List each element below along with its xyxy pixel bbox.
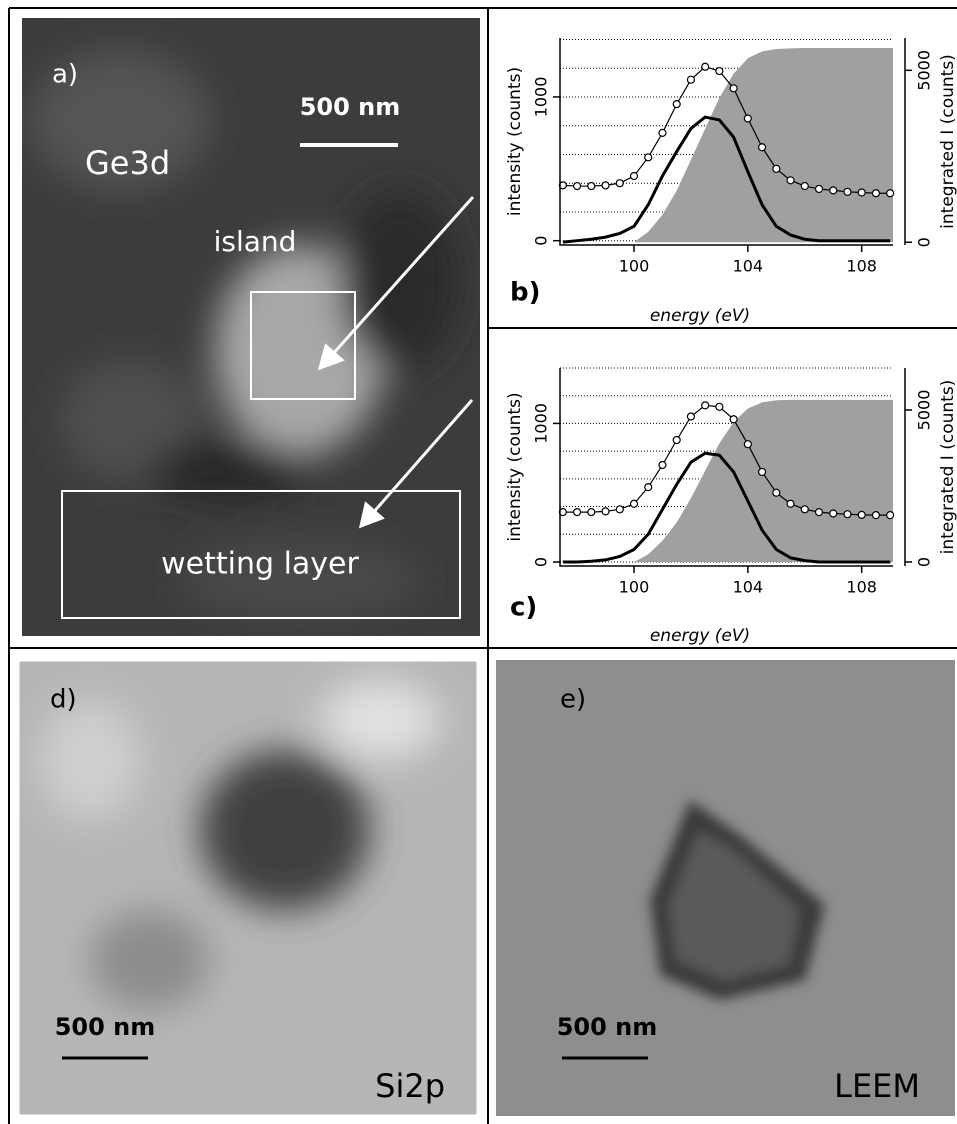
y2-tick-label: 5000	[915, 50, 934, 91]
x-tick-label: 104	[733, 257, 764, 276]
x-tick-label: 100	[619, 257, 650, 276]
marker	[744, 441, 751, 448]
marker	[673, 437, 680, 444]
y-tick-label: 0	[532, 236, 551, 246]
marker	[844, 511, 851, 518]
marker	[759, 468, 766, 475]
marker	[574, 509, 581, 516]
marker	[588, 183, 595, 190]
panel-label: a)	[52, 60, 78, 90]
marker	[830, 187, 837, 194]
marker	[844, 188, 851, 195]
marker	[816, 185, 823, 192]
x-axis-label: energy (eV)	[650, 626, 750, 646]
scale-label: 500 nm	[55, 1013, 156, 1041]
marker	[872, 190, 879, 197]
marker	[574, 183, 581, 190]
marker	[616, 506, 623, 513]
element-label: Si2p	[375, 1067, 445, 1105]
marker	[787, 177, 794, 184]
region-label: island	[214, 225, 297, 258]
marker	[687, 413, 694, 420]
marker	[702, 63, 709, 70]
marker	[616, 180, 623, 187]
marker	[588, 509, 595, 516]
marker	[887, 512, 894, 519]
x-tick-label: 108	[846, 578, 877, 597]
image-e	[496, 660, 955, 1116]
marker	[759, 144, 766, 151]
x-tick-label: 100	[619, 578, 650, 597]
x-tick-label: 104	[733, 578, 764, 597]
marker	[602, 182, 609, 189]
marker	[787, 500, 794, 507]
marker	[773, 489, 780, 496]
panel-label: b)	[510, 278, 541, 308]
marker	[858, 511, 865, 518]
scale-label: 500 nm	[300, 93, 401, 121]
x-tick-label: 108	[846, 257, 877, 276]
marker	[716, 68, 723, 75]
figure: a) 500 nm Ge3d island wetting layer d) 5…	[0, 0, 957, 1124]
marker	[816, 509, 823, 516]
image-d	[18, 660, 478, 1116]
panel-label: d)	[50, 685, 77, 715]
x-axis-label: energy (eV)	[650, 306, 750, 326]
y-tick-label: 0	[532, 557, 551, 567]
element-label: Ge3d	[85, 144, 170, 182]
y2-tick-label: 5000	[915, 390, 934, 431]
method-label: LEEM	[834, 1067, 920, 1105]
y-tick-label: 1000	[532, 77, 551, 118]
marker	[872, 512, 879, 519]
marker	[631, 173, 638, 180]
marker	[702, 402, 709, 409]
scale-label: 500 nm	[557, 1013, 658, 1041]
marker	[858, 189, 865, 196]
marker	[687, 76, 694, 83]
marker	[659, 129, 666, 136]
region-label: wetting layer	[161, 547, 359, 582]
panel-label: c)	[510, 593, 537, 623]
y-axis-label: intensity (counts)	[505, 392, 525, 541]
marker	[716, 403, 723, 410]
y-tick-label: 1000	[532, 403, 551, 444]
marker	[730, 85, 737, 92]
marker	[673, 101, 680, 108]
y2-axis-label: integrated I (counts)	[938, 380, 957, 555]
marker	[773, 165, 780, 172]
marker	[645, 484, 652, 491]
marker	[659, 461, 666, 468]
marker	[602, 508, 609, 515]
marker	[887, 190, 894, 197]
y2-axis-label: integrated I (counts)	[938, 54, 957, 229]
marker	[801, 506, 808, 513]
marker	[730, 416, 737, 423]
marker	[801, 183, 808, 190]
y-axis-label: intensity (counts)	[505, 67, 525, 216]
panel-label: e)	[560, 685, 586, 715]
marker	[744, 115, 751, 122]
y2-tick-label: 0	[915, 237, 934, 247]
y2-tick-label: 0	[915, 557, 934, 567]
marker	[645, 154, 652, 161]
marker	[830, 510, 837, 517]
marker	[631, 500, 638, 507]
